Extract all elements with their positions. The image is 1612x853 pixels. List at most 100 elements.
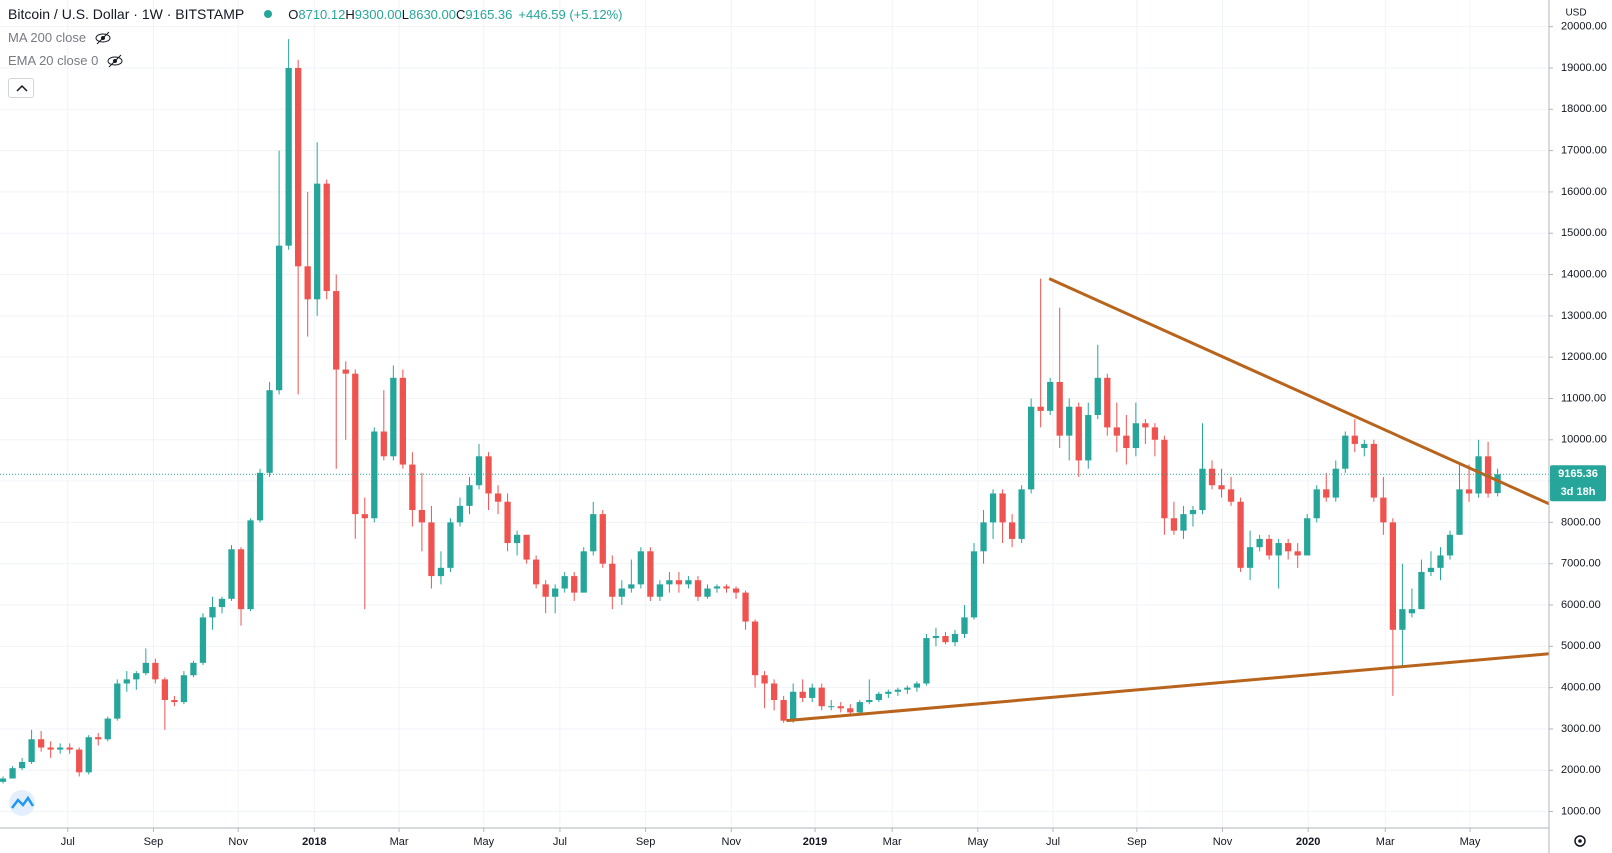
candle-body xyxy=(694,580,702,597)
candle-body xyxy=(475,456,483,486)
last-price-box xyxy=(1550,465,1606,502)
candles xyxy=(0,39,1550,784)
candle-body xyxy=(809,687,816,698)
candle-body xyxy=(18,761,26,769)
indicator-row[interactable]: EMA 20 close 0 xyxy=(8,53,124,68)
candle-body xyxy=(1304,518,1311,556)
candle-body xyxy=(95,737,102,740)
change: +446.59 (+5.12%) xyxy=(518,6,623,22)
logo[interactable] xyxy=(9,790,35,816)
candle-body xyxy=(561,576,568,589)
candle-body xyxy=(885,691,892,694)
candle-body xyxy=(609,563,616,597)
x-tick-label: Mar xyxy=(1376,836,1395,848)
candle-body xyxy=(114,683,121,719)
candle-body xyxy=(1256,538,1263,548)
y-tick-label: 16000.00 xyxy=(1561,186,1607,198)
candle-body xyxy=(1113,427,1120,436)
candle-body xyxy=(1342,435,1349,469)
candle-body xyxy=(1246,547,1254,568)
candle-body xyxy=(637,551,644,585)
candle-body xyxy=(1028,406,1035,490)
candle-body xyxy=(1313,489,1320,519)
candle-body xyxy=(532,559,540,585)
candle-body xyxy=(723,586,730,589)
candle-body xyxy=(171,700,178,703)
candle-body xyxy=(1456,489,1463,535)
indicator-row[interactable]: MA 200 close xyxy=(8,30,112,45)
candle-body xyxy=(399,377,407,465)
candle-body xyxy=(199,617,207,663)
candle-body xyxy=(942,635,949,643)
candle-body xyxy=(466,485,473,506)
candle-body xyxy=(485,456,492,494)
candle-body xyxy=(571,576,578,593)
candle-body xyxy=(904,687,911,690)
y-tick-label: 2000.00 xyxy=(1561,764,1601,776)
candle-body xyxy=(1085,414,1092,461)
symbol-title: Bitcoin / U.S. Dollar · 1W · BITSTAMP xyxy=(8,6,245,22)
grid xyxy=(0,0,1549,828)
x-tick-label: 2018 xyxy=(302,836,326,848)
indicator-label: EMA 20 close 0 xyxy=(8,53,99,68)
candle-body xyxy=(1265,538,1273,556)
y-tick-label: 7000.00 xyxy=(1561,558,1601,570)
header: Bitcoin / U.S. Dollar · 1W · BITSTAMP O8… xyxy=(8,6,628,22)
candle-body xyxy=(275,245,283,391)
candle-body xyxy=(828,706,835,708)
candle-body xyxy=(599,514,606,564)
candle-body xyxy=(1161,439,1168,519)
candle-body xyxy=(237,549,245,610)
candle-body xyxy=(1066,406,1073,436)
x-tick-label: May xyxy=(1460,836,1481,848)
candle-body xyxy=(295,67,302,267)
candle-body xyxy=(209,607,216,618)
candle-body xyxy=(1332,468,1339,498)
candle-body xyxy=(1094,377,1101,415)
ohlc-label: C xyxy=(455,6,466,22)
countdown: 3d 18h xyxy=(1561,486,1596,498)
candle-body xyxy=(57,747,64,750)
trend-line xyxy=(1048,277,1550,506)
candle-body xyxy=(1056,381,1063,436)
x-tick-label: May xyxy=(473,836,494,848)
settings-icon[interactable] xyxy=(1574,835,1586,847)
candle-body xyxy=(1370,443,1377,498)
candle-body xyxy=(218,598,226,608)
candle-body xyxy=(866,700,873,703)
candle-body xyxy=(123,679,130,684)
candle-body xyxy=(37,739,45,748)
x-tick-label: 2019 xyxy=(803,836,827,848)
hidden-icon[interactable] xyxy=(94,31,112,45)
candle-body xyxy=(1208,468,1216,486)
y-tick-label: 20000.00 xyxy=(1561,21,1607,33)
trend-line xyxy=(786,652,1550,723)
candle-body xyxy=(1227,489,1235,502)
collapse-button[interactable] xyxy=(8,78,34,98)
candle-body xyxy=(751,621,759,676)
candle-body xyxy=(780,700,787,721)
candle-body xyxy=(1446,534,1454,556)
y-tick-label: 3000.00 xyxy=(1561,723,1601,735)
candle-body xyxy=(1123,435,1130,449)
candle-body xyxy=(666,580,673,585)
candle-body xyxy=(190,662,197,676)
candle-body xyxy=(456,505,464,523)
x-tick-label: Mar xyxy=(883,836,902,848)
ohlc-value: 8630.00 xyxy=(408,6,456,22)
y-tick-label: 5000.00 xyxy=(1561,640,1601,652)
candle-body xyxy=(628,584,635,589)
axes: 1000.00 2000.00 3000.00 4000.00 5000.00 6000.… xyxy=(61,21,1607,848)
candle-body xyxy=(523,534,530,560)
candle-body xyxy=(847,708,854,713)
candle-body xyxy=(437,567,445,577)
candle-body xyxy=(1437,555,1444,568)
y-tick-label: 11000.00 xyxy=(1561,392,1606,404)
hidden-icon[interactable] xyxy=(106,54,124,68)
candle-body xyxy=(0,778,7,782)
candle-body xyxy=(371,431,378,519)
candle-body xyxy=(504,501,511,544)
candle-body xyxy=(1151,427,1159,440)
candle-body xyxy=(704,588,711,597)
candle-body xyxy=(428,522,435,577)
